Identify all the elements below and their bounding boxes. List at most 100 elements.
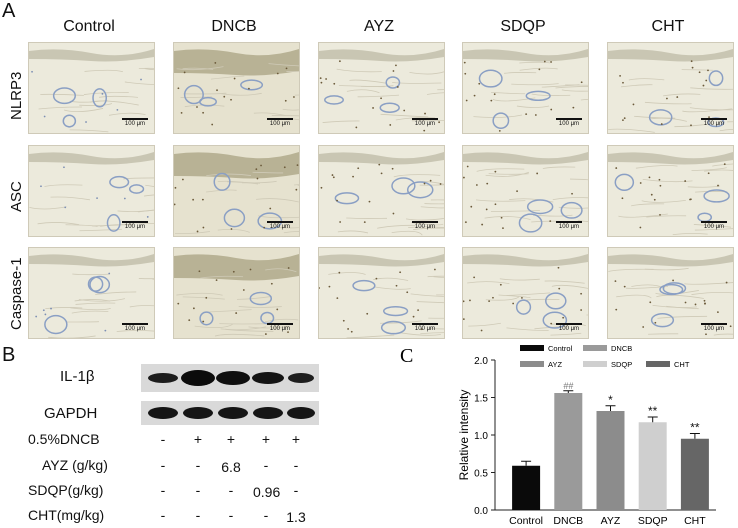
histology-image: 100 μm bbox=[28, 42, 155, 134]
histology-image: 100 μm bbox=[462, 42, 589, 134]
scale-bar: 100 μm bbox=[701, 323, 727, 332]
bar bbox=[554, 393, 583, 510]
panel-b-letter: B bbox=[2, 344, 16, 366]
histology-image: 100 μm bbox=[173, 145, 300, 237]
histology-image: 100 μm bbox=[462, 247, 589, 339]
significance-marker: ** bbox=[648, 404, 658, 418]
bar bbox=[596, 411, 625, 510]
scale-bar: 100 μm bbox=[122, 323, 148, 332]
legend-swatch bbox=[520, 345, 544, 351]
scale-bar-label: 100 μm bbox=[269, 224, 291, 230]
scale-bar-label: 100 μm bbox=[703, 326, 725, 332]
condition-label: SDQP(g/kg) bbox=[28, 482, 104, 498]
blot-band bbox=[181, 370, 215, 386]
blot-label-gapdh: GAPDH bbox=[44, 405, 98, 422]
condition-mark: - bbox=[160, 457, 166, 473]
scale-bar-label: 100 μm bbox=[558, 326, 580, 332]
condition-mark: - bbox=[160, 431, 166, 447]
blot-band bbox=[148, 407, 178, 419]
scale-bar-label: 100 μm bbox=[269, 326, 291, 332]
column-header-cht: CHT bbox=[651, 18, 685, 35]
condition-mark: 1.3 bbox=[286, 509, 306, 525]
scale-bar: 100 μm bbox=[267, 118, 293, 127]
scale-bar: 100 μm bbox=[556, 118, 582, 127]
legend-label: CHT bbox=[674, 360, 690, 369]
scale-bar-line bbox=[701, 221, 727, 223]
condition-mark: 6.8 bbox=[221, 459, 241, 475]
condition-mark: + bbox=[291, 431, 301, 447]
condition-mark: + bbox=[193, 431, 203, 447]
histology-image: 100 μm bbox=[173, 42, 300, 134]
x-tick-label: Control bbox=[509, 515, 543, 527]
row-header-nlrp3: NLRP3 bbox=[8, 71, 25, 120]
condition-mark: + bbox=[226, 431, 236, 447]
scale-bar: 100 μm bbox=[412, 118, 438, 127]
histology-image: 100 μm bbox=[318, 247, 445, 339]
histology-image: 100 μm bbox=[28, 145, 155, 237]
condition-mark: - bbox=[160, 507, 166, 523]
scale-bar: 100 μm bbox=[267, 221, 293, 230]
row-header-caspase-1: Caspase-1 bbox=[8, 257, 25, 330]
scale-bar-line bbox=[412, 118, 438, 120]
scale-bar-line bbox=[267, 221, 293, 223]
legend-label: AYZ bbox=[548, 360, 562, 369]
scale-bar: 100 μm bbox=[122, 221, 148, 230]
histology-image: 100 μm bbox=[462, 145, 589, 237]
blot-band bbox=[288, 373, 314, 383]
legend-swatch bbox=[583, 361, 607, 367]
scale-bar-line bbox=[122, 118, 148, 120]
condition-label: 0.5%DNCB bbox=[28, 431, 100, 447]
legend-swatch bbox=[520, 361, 544, 367]
y-axis-label: Relative intensity bbox=[457, 390, 471, 481]
y-tick-label: 2.0 bbox=[474, 356, 488, 367]
scale-bar: 100 μm bbox=[701, 221, 727, 230]
scale-bar-line bbox=[556, 118, 582, 120]
condition-label: AYZ (g/kg) bbox=[42, 457, 108, 473]
condition-mark: - bbox=[195, 457, 201, 473]
condition-mark: - bbox=[263, 457, 269, 473]
scale-bar: 100 μm bbox=[556, 221, 582, 230]
condition-mark: - bbox=[228, 507, 234, 523]
scale-bar-label: 100 μm bbox=[414, 224, 436, 230]
blot-band bbox=[218, 407, 248, 419]
condition-mark: - bbox=[293, 482, 299, 498]
row-header-asc: ASC bbox=[8, 181, 25, 212]
legend-swatch bbox=[583, 345, 607, 351]
scale-bar-label: 100 μm bbox=[558, 121, 580, 127]
blot-band bbox=[148, 373, 178, 383]
blot-band bbox=[287, 407, 315, 419]
scale-bar-label: 100 μm bbox=[558, 224, 580, 230]
scale-bar-label: 100 μm bbox=[414, 121, 436, 127]
column-header-dncb: DNCB bbox=[211, 18, 257, 35]
panel-c-letter: C bbox=[400, 345, 413, 367]
condition-mark: 0.96 bbox=[253, 484, 281, 500]
scale-bar: 100 μm bbox=[412, 221, 438, 230]
scale-bar-label: 100 μm bbox=[269, 121, 291, 127]
x-tick-label: CHT bbox=[684, 515, 706, 527]
scale-bar-line bbox=[556, 323, 582, 325]
scale-bar-label: 100 μm bbox=[124, 121, 146, 127]
scale-bar-line bbox=[122, 221, 148, 223]
histology-image: 100 μm bbox=[28, 247, 155, 339]
column-header-control: Control bbox=[63, 18, 115, 35]
scale-bar: 100 μm bbox=[122, 118, 148, 127]
scale-bar-label: 100 μm bbox=[124, 224, 146, 230]
histology-image: 100 μm bbox=[173, 247, 300, 339]
scale-bar-line bbox=[556, 221, 582, 223]
column-header-ayz: AYZ bbox=[364, 18, 394, 35]
condition-label: CHT(mg/kg) bbox=[28, 507, 105, 523]
blot-band bbox=[183, 407, 213, 419]
scale-bar-label: 100 μm bbox=[703, 121, 725, 127]
legend-label: Control bbox=[548, 344, 573, 353]
bar bbox=[680, 438, 709, 510]
gapdh-blot bbox=[141, 401, 319, 425]
legend-label: SDQP bbox=[611, 360, 632, 369]
scale-bar: 100 μm bbox=[412, 323, 438, 332]
condition-mark: - bbox=[195, 507, 201, 523]
scale-bar-line bbox=[267, 323, 293, 325]
column-header-sdqp: SDQP bbox=[500, 18, 546, 35]
scale-bar-label: 100 μm bbox=[414, 326, 436, 332]
scale-bar-line bbox=[701, 118, 727, 120]
scale-bar-line bbox=[122, 323, 148, 325]
bar bbox=[512, 465, 541, 510]
